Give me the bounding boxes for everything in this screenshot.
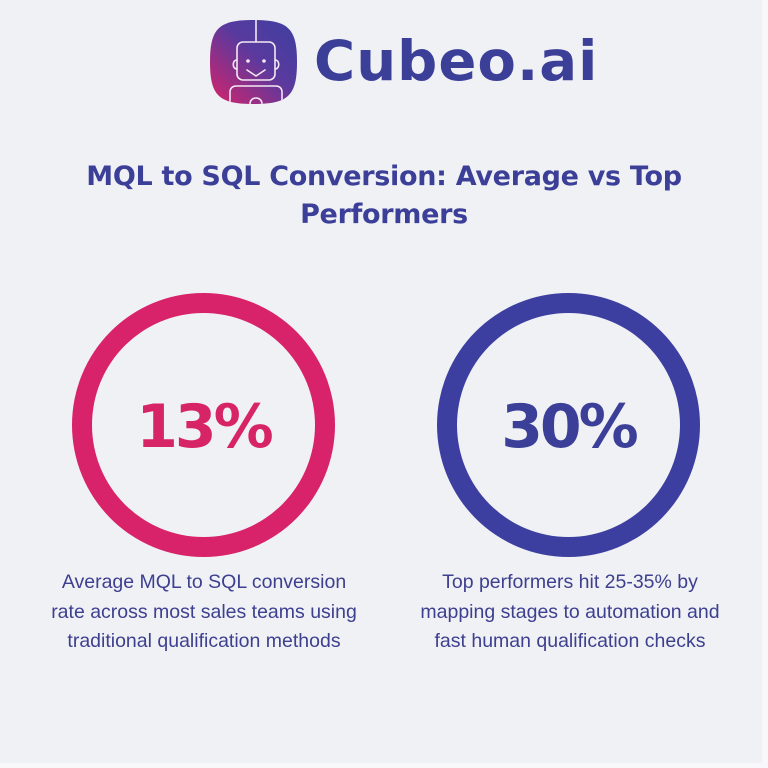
brand-wordmark: Cubeo.ai <box>314 29 599 93</box>
average-stat-value: 13% <box>136 392 274 462</box>
average-stat-description: Average MQL to SQL conversion rate acros… <box>51 571 357 652</box>
top-performers-stat-description: Top performers hit 25-35% by mapping sta… <box>420 571 720 652</box>
top-performers-stat-value: 30% <box>501 392 639 462</box>
average-stat-ring: 13% <box>72 293 335 557</box>
top-performers-stat-ring: 30% <box>437 293 700 557</box>
page-title: MQL to SQL Conversion: Average vs Top Pe… <box>86 161 682 230</box>
robot-icon <box>210 20 297 104</box>
